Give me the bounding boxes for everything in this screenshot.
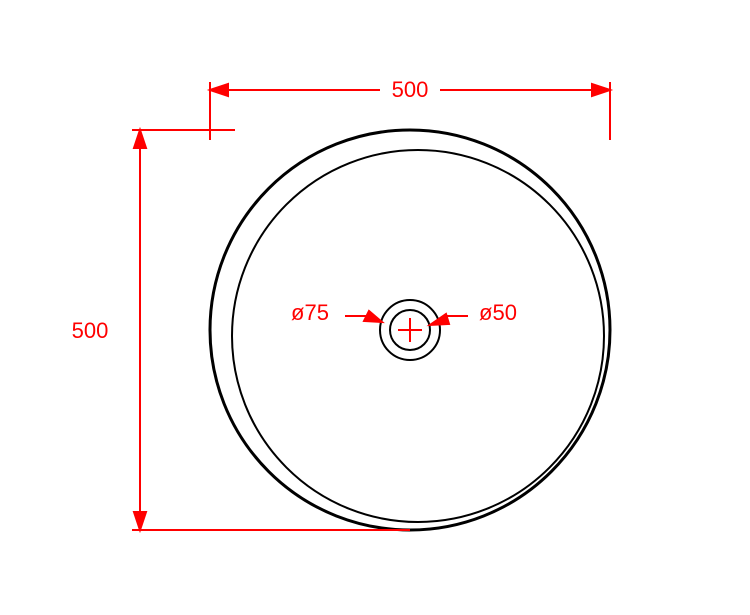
dim-horizontal-label: 500 (392, 77, 429, 102)
dimension-vertical: 500 (72, 130, 410, 530)
dim-dia50-label: ø50 (479, 300, 517, 325)
dimension-dia50: ø50 (430, 300, 517, 325)
center-mark-icon (398, 318, 422, 342)
dim-vertical-label: 500 (72, 318, 109, 343)
dimension-dia75: ø75 (291, 300, 382, 325)
dim-dia75-label: ø75 (291, 300, 329, 325)
technical-drawing: 500 500 ø75 ø50 (0, 0, 750, 615)
inner-offset-circle (232, 150, 604, 522)
